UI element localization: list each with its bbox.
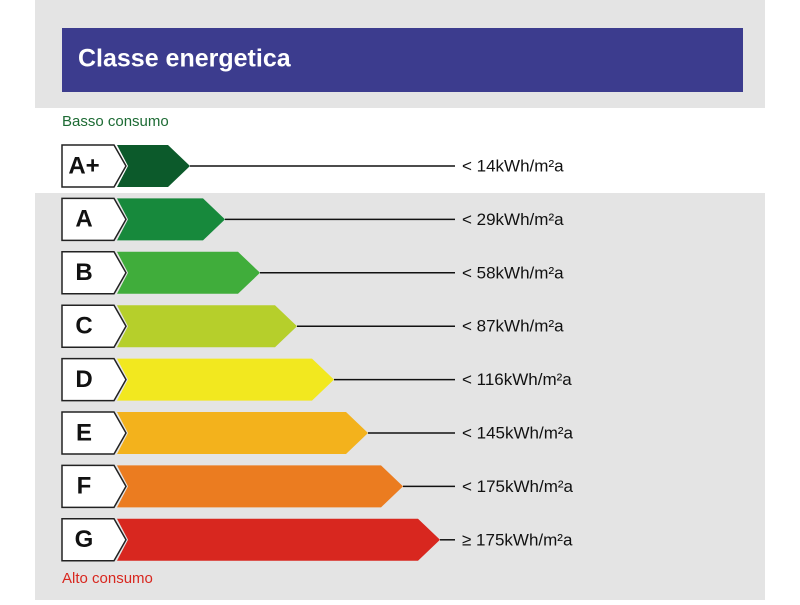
class-letter: D — [75, 366, 92, 393]
class-arrow — [117, 145, 190, 187]
threshold-label: < 29kWh/m²a — [462, 210, 564, 229]
class-arrow — [117, 465, 403, 508]
threshold-label: < 175kWh/m²a — [462, 477, 574, 496]
letter-box — [61, 411, 127, 455]
letter-box — [61, 304, 127, 348]
top-label: Basso consumo — [62, 113, 169, 130]
class-letter: G — [75, 526, 94, 553]
class-arrow — [117, 305, 297, 348]
letter-box — [61, 197, 127, 242]
class-arrow — [117, 251, 260, 294]
class-letter: F — [77, 473, 92, 500]
title: Classe energetica — [78, 45, 292, 73]
class-arrow — [117, 358, 334, 401]
letter-box — [61, 518, 127, 562]
class-letter: B — [75, 259, 92, 286]
threshold-label: < 116kWh/m²a — [462, 370, 572, 389]
letter-box — [61, 357, 127, 402]
letter-box — [61, 144, 127, 188]
threshold-label: < 87kWh/m²a — [462, 317, 564, 336]
bottom-label: Alto consumo — [62, 570, 153, 587]
threshold-label: < 145kWh/m²a — [462, 423, 574, 442]
class-letter: A+ — [68, 152, 99, 179]
title-bar — [62, 28, 743, 92]
class-arrow — [117, 198, 225, 241]
class-letter: E — [76, 419, 92, 446]
class-arrow — [117, 412, 368, 454]
threshold-label: < 14kWh/m²a — [462, 156, 564, 175]
class-arrow — [117, 518, 440, 561]
threshold-label: < 58kWh/m²a — [462, 263, 564, 282]
class-letter: A — [75, 206, 92, 233]
letter-box — [61, 251, 127, 295]
class-letter: C — [75, 313, 92, 340]
letter-box — [61, 464, 127, 509]
threshold-label: ≥ 175kWh/m²a — [462, 530, 573, 549]
